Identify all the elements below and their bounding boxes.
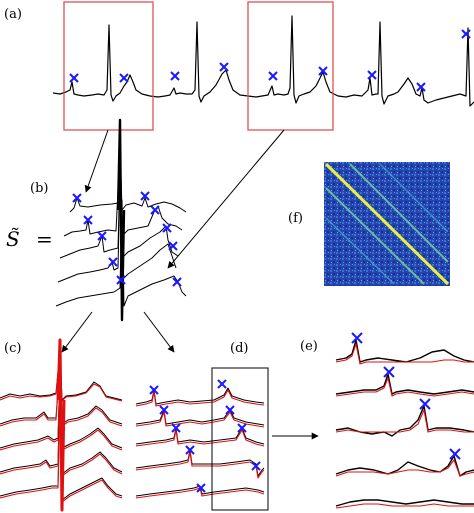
cross-marker [383, 366, 395, 378]
cross-marker [162, 223, 172, 233]
panel-e: (e) [300, 332, 474, 509]
panel-f: (f) [288, 162, 450, 286]
cross-marker [449, 448, 461, 460]
cross-marker [170, 71, 180, 81]
reconstruction-trace [135, 487, 265, 499]
cross-marker [251, 461, 261, 471]
reconstruction-trace [335, 459, 474, 477]
panel-d: (d) [135, 341, 269, 511]
panel-label-e: (e) [300, 339, 318, 354]
arrow-a-to-b-left [84, 129, 109, 193]
panel-label-a: (a) [4, 7, 22, 22]
cross-marker [219, 62, 229, 72]
segment-trace [69, 139, 187, 213]
panel-label-c: (c) [4, 341, 21, 356]
cross-marker [461, 29, 471, 39]
reconstruction-trace [335, 409, 474, 433]
matrix-far-lower-diagonal [325, 217, 395, 285]
panel-b: (b) S̃ = [6, 118, 187, 322]
panel-c: (c) [0, 338, 123, 512]
cross-marker [72, 193, 82, 203]
reconstruction-trace [335, 503, 474, 509]
cross-marker [140, 191, 150, 201]
reconstruction-trace [335, 343, 474, 365]
segment-trace [135, 409, 265, 426]
reconstruction-stack-c [0, 338, 123, 512]
cross-marker [237, 423, 247, 433]
stacked-beat-segments [55, 118, 187, 322]
cross-marker [116, 275, 126, 285]
segment-trace [335, 339, 474, 363]
beat-markers-a [69, 29, 471, 92]
segment-trace [335, 405, 474, 437]
segment-trace [135, 427, 265, 445]
beat-markers-d [149, 379, 261, 493]
zoom-box [211, 367, 269, 511]
matrix-far-upper-diagonal [379, 163, 449, 233]
window-box-1 [63, 1, 154, 131]
cross-marker [97, 231, 107, 241]
cross-marker [171, 423, 181, 433]
reconstruction-trace [135, 411, 265, 428]
matrix-upper-diagonal [349, 163, 449, 263]
similarity-matrix [324, 162, 450, 286]
segment-trace [335, 455, 474, 477]
cross-marker [119, 73, 129, 83]
reconstruction-trace-bold [56, 338, 66, 512]
reconstruction-trace [335, 377, 474, 397]
cross-marker [351, 332, 363, 344]
arrow-b-to-d [143, 311, 175, 353]
segment-trace [335, 499, 474, 507]
segment-trace [335, 373, 474, 395]
cross-marker [318, 66, 328, 76]
cross-marker [196, 483, 206, 493]
cross-marker [172, 277, 182, 287]
beat-markers-e [351, 332, 461, 460]
cross-marker [217, 379, 227, 389]
cross-marker [69, 73, 79, 83]
cross-marker [367, 70, 377, 80]
cross-marker [108, 257, 118, 267]
cross-marker [149, 385, 159, 395]
panel-label-f: (f) [288, 211, 303, 226]
cross-marker [416, 82, 426, 92]
long-ecg-trace [52, 15, 474, 107]
reconstruction-trace [135, 429, 265, 447]
cross-marker [268, 71, 278, 81]
segment-trace-bold [116, 118, 126, 322]
segment-trace [57, 179, 177, 283]
beat-markers-b [72, 191, 182, 287]
matrix-main-diagonal [324, 162, 450, 286]
panel-a: (a) [4, 1, 474, 131]
equals-sign: = [36, 227, 53, 251]
cross-marker [419, 398, 431, 410]
matrix-lower-diagonal [325, 187, 425, 285]
panel-label-b: (b) [30, 181, 48, 196]
segment-trace [55, 199, 187, 307]
cross-marker [185, 445, 195, 455]
cross-marker [225, 405, 235, 415]
zoomed-segments-e [335, 339, 474, 509]
cross-marker [159, 405, 169, 415]
cross-marker [150, 205, 160, 215]
window-box-2 [247, 1, 334, 131]
cross-marker [168, 241, 178, 251]
reconstruction-trace [135, 451, 265, 479]
cross-marker [83, 215, 93, 225]
reconstruction-stack-d [135, 387, 265, 499]
panel-label-d: (d) [230, 341, 248, 356]
arrow-b-to-c [61, 311, 93, 353]
arrow-a-to-b-right [167, 129, 285, 269]
s-tilde-symbol: S̃ [6, 227, 20, 251]
reconstruction-trace [135, 389, 265, 407]
